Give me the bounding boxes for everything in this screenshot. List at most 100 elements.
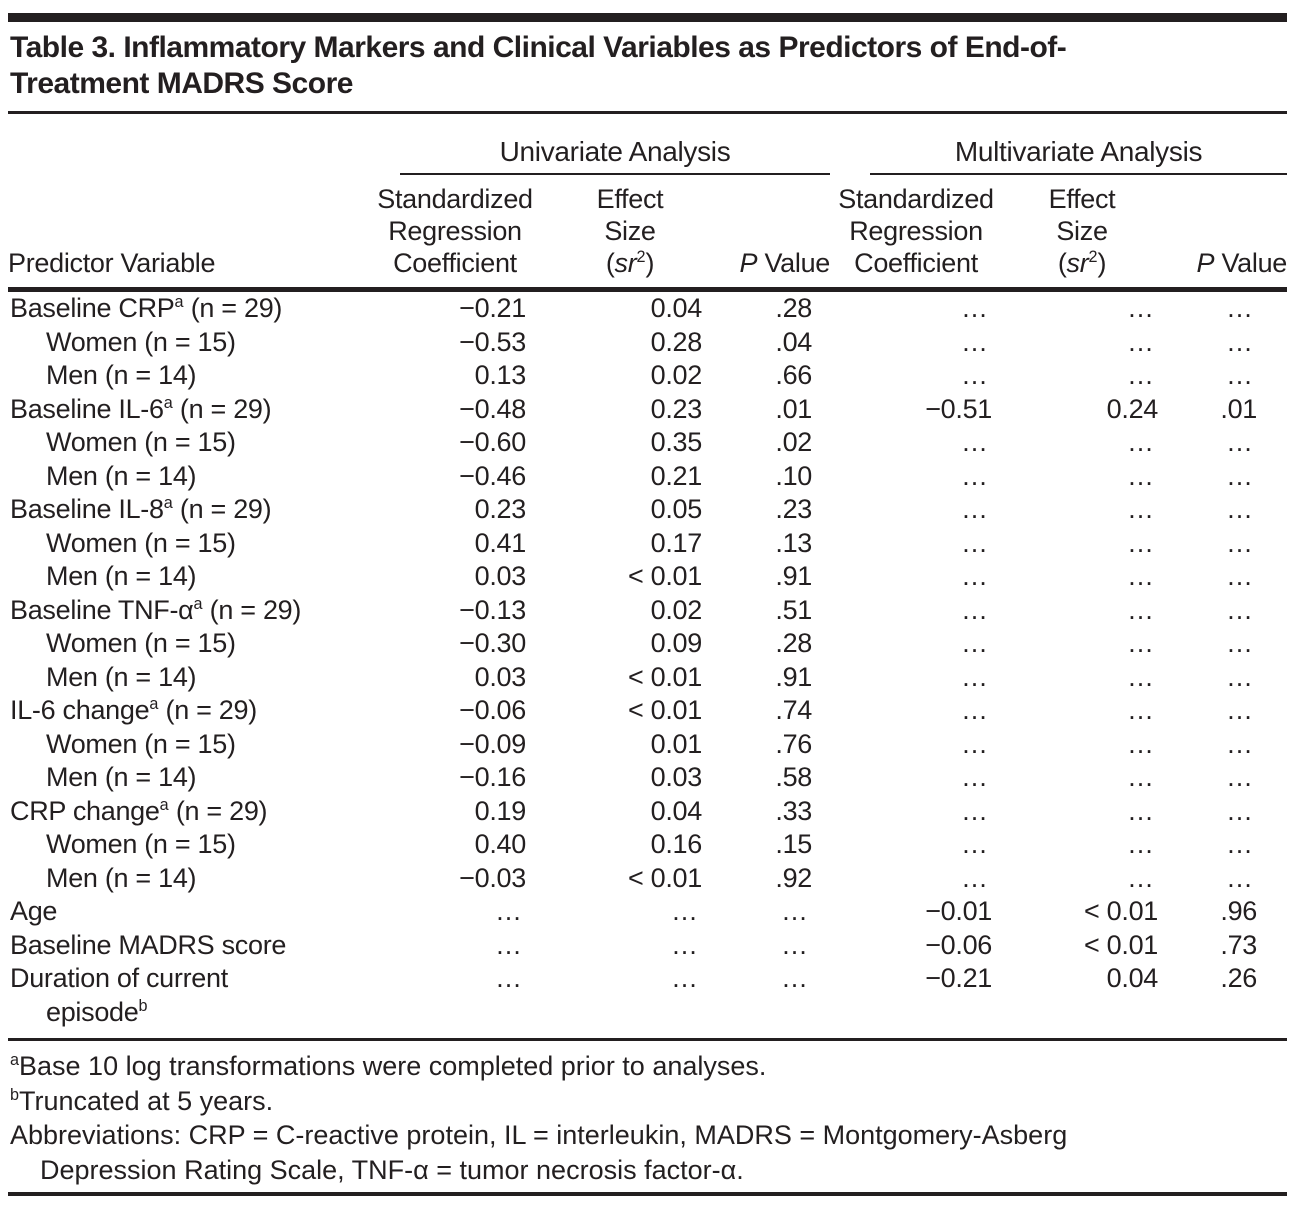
cell-multi-p-value: … — [1226, 594, 1258, 625]
table-row: Women (n = 15) −0.60 0.35 .02 … … … — [8, 426, 1287, 460]
table-body: Baseline CRPa (n = 29) −0.21 0.04 .28 … … — [8, 290, 1288, 1040]
table-row: Women (n = 15) 0.40 0.16 .15 … … … — [8, 828, 1287, 862]
cell-multi-p-value: .26 — [1220, 963, 1258, 993]
predictor-label: CRP changea (n = 29) — [10, 795, 268, 826]
group-label-univariate: Univariate Analysis — [400, 136, 831, 175]
cell-uni-effect-size: 0.09 — [650, 628, 703, 658]
cell-multi-effect-size: < 0.01 — [1083, 896, 1159, 926]
cell-multi-effect-size: … — [1127, 360, 1159, 390]
cell-uni-effect-size: 0.21 — [650, 460, 703, 491]
col-header-uni-coefficient: Standardized Regression Coefficient — [360, 175, 550, 292]
cell-uni-effect-size: … — [671, 929, 702, 960]
cell-multi-p-value: … — [1226, 728, 1258, 759]
cell-multi-effect-size: … — [1127, 728, 1159, 759]
cell-uni-effect-size: < 0.01 — [627, 661, 702, 692]
predictor-label: Men (n = 14) — [46, 360, 197, 390]
table-row: Men (n = 14) −0.46 0.21 .10 … … … — [8, 460, 1287, 494]
table-title-line1: Table 3. Inflammatory Markers and Clinic… — [10, 31, 1067, 64]
cell-uni-effect-size: 0.23 — [650, 393, 703, 424]
sub-header-row: Predictor Variable Standardized Regressi… — [8, 175, 1287, 292]
cell-uni-coefficient: 0.23 — [474, 494, 527, 524]
cell-uni-coefficient: … — [495, 896, 526, 926]
col-header-uni-p-value: P Value — [710, 175, 830, 292]
cell-uni-coefficient: −0.53 — [459, 326, 526, 357]
cell-uni-p-value: .28 — [775, 628, 813, 658]
cell-multi-p-value: … — [1226, 661, 1258, 692]
cell-uni-coefficient: −0.60 — [459, 427, 526, 457]
cell-multi-coefficient: … — [961, 293, 993, 323]
cell-multi-p-value: … — [1226, 762, 1258, 792]
cell-multi-effect-size: … — [1127, 695, 1159, 725]
cell-multi-coefficient: … — [961, 762, 993, 792]
col-header-uni-effect-size: Effect Size (sr2) — [550, 175, 710, 292]
cell-uni-p-value: .66 — [775, 360, 813, 390]
cell-uni-coefficient: … — [495, 963, 526, 993]
footnotes: aBase 10 log transformations were comple… — [10, 1049, 1287, 1187]
cell-uni-coefficient: 0.41 — [474, 527, 527, 558]
cell-multi-effect-size: … — [1127, 628, 1159, 658]
column-group-univariate: Univariate Analysis — [360, 114, 831, 175]
cell-uni-effect-size: … — [671, 963, 702, 993]
cell-uni-effect-size: … — [671, 896, 702, 926]
cell-multi-effect-size: … — [1127, 762, 1159, 792]
results-table: Univariate Analysis Multivariate Analysi… — [8, 114, 1287, 1041]
cell-multi-p-value: … — [1226, 360, 1258, 390]
sr-squared-notation: (sr2) — [605, 248, 655, 278]
cell-multi-p-value: … — [1226, 862, 1258, 893]
cell-uni-p-value: .74 — [775, 695, 813, 725]
col-header-multi-effect-size: Effect Size (sr2) — [1002, 175, 1163, 292]
table-row: CRP changea (n = 29) 0.19 0.04 .33 … … … — [8, 795, 1287, 829]
cell-uni-effect-size: < 0.01 — [627, 561, 702, 591]
cell-uni-coefficient: 0.19 — [474, 795, 527, 826]
cell-uni-coefficient: 0.40 — [474, 829, 527, 859]
predictor-label: Women (n = 15) — [46, 728, 236, 759]
predictor-label: Women (n = 15) — [46, 326, 236, 357]
cell-uni-coefficient: −0.48 — [459, 393, 526, 424]
cell-multi-p-value: .01 — [1220, 393, 1258, 424]
predictor-label: Men (n = 14) — [46, 460, 197, 491]
predictor-label: Baseline TNF-αa (n = 29) — [10, 594, 302, 625]
predictor-label: Baseline IL-6a (n = 29) — [10, 393, 272, 424]
cell-multi-p-value: … — [1226, 460, 1258, 491]
cell-multi-effect-size: … — [1127, 326, 1159, 357]
cell-uni-coefficient: 0.03 — [474, 661, 527, 692]
group-label-multivariate: Multivariate Analysis — [870, 136, 1288, 175]
predictor-label: IL-6 changea (n = 29) — [10, 695, 257, 725]
predictor-label: Men (n = 14) — [46, 762, 197, 792]
table-row: Men (n = 14) 0.03 < 0.01 .91 … … … — [8, 661, 1287, 695]
cell-multi-p-value: … — [1226, 695, 1258, 725]
table-row: Men (n = 14) −0.03 < 0.01 .92 … … … — [8, 862, 1287, 896]
cell-multi-coefficient: … — [961, 427, 993, 457]
col-header-multi-p-value: P Value — [1162, 175, 1287, 292]
cell-multi-coefficient: … — [961, 360, 993, 390]
cell-uni-effect-size: 0.03 — [650, 762, 703, 792]
cell-uni-coefficient: … — [495, 929, 526, 960]
cell-multi-effect-size: … — [1127, 561, 1159, 591]
table-row: Baseline IL-6a (n = 29) −0.48 0.23 .01 −… — [8, 393, 1287, 427]
table-header: Univariate Analysis Multivariate Analysi… — [8, 114, 1288, 292]
cell-uni-p-value: .13 — [775, 527, 813, 558]
cell-multi-coefficient: … — [961, 829, 993, 859]
cell-multi-p-value: … — [1226, 293, 1258, 323]
cell-multi-coefficient: … — [961, 728, 993, 759]
cell-uni-p-value: .58 — [775, 762, 813, 792]
cell-uni-p-value: .23 — [775, 494, 813, 524]
table-row: Men (n = 14) 0.03 < 0.01 .91 … … … — [8, 560, 1287, 594]
cell-multi-p-value: … — [1226, 527, 1258, 558]
cell-multi-effect-size: 0.04 — [1106, 963, 1159, 993]
table-row: Women (n = 15) −0.09 0.01 .76 … … … — [8, 728, 1287, 762]
table-row: Baseline TNF-αa (n = 29) −0.13 0.02 .51 … — [8, 594, 1287, 628]
predictor-label: Age — [10, 896, 58, 926]
footnote: aBase 10 log transformations were comple… — [10, 1051, 767, 1081]
cell-multi-effect-size: < 0.01 — [1083, 929, 1159, 960]
footnote: bTruncated at 5 years. — [10, 1085, 274, 1116]
cell-multi-coefficient: … — [961, 661, 993, 692]
bottom-rule-bar — [8, 1192, 1287, 1196]
cell-uni-coefficient: −0.30 — [459, 628, 526, 658]
cell-uni-p-value: .28 — [775, 293, 813, 323]
table-row: Women (n = 15) −0.53 0.28 .04 … … … — [8, 326, 1287, 360]
cell-multi-effect-size: … — [1127, 494, 1159, 524]
cell-uni-coefficient: −0.09 — [459, 728, 526, 759]
cell-multi-p-value: … — [1226, 628, 1258, 658]
